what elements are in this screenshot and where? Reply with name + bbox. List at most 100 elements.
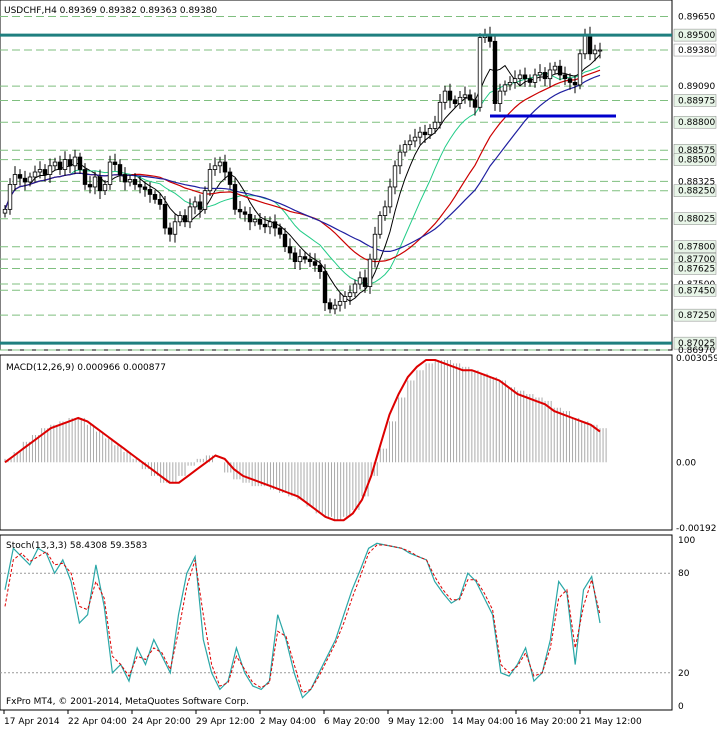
price-label-box — [673, 308, 717, 322]
candle-body — [492, 40, 498, 104]
candle-body — [2, 208, 8, 214]
candle-body — [152, 194, 158, 200]
price-label-box — [673, 153, 717, 166]
x-axis-label: 24 Apr 20:00 — [132, 717, 191, 727]
candle-body — [377, 215, 383, 235]
price-axis-label: 0.87450 — [678, 286, 715, 296]
ma-black-line — [4, 54, 601, 302]
candle-body — [442, 90, 448, 103]
candle-body — [402, 144, 408, 153]
candle-body — [82, 169, 88, 185]
candle-body — [542, 72, 548, 80]
candle-body — [132, 179, 138, 185]
macd-axis-label: -0.001928 — [676, 524, 717, 534]
x-axis-label: 16 May 20:00 — [516, 717, 578, 727]
candle-body — [57, 161, 63, 170]
macd-axis-label: 0.00 — [676, 458, 696, 468]
candle-body — [392, 165, 398, 188]
candle-body — [477, 37, 483, 108]
candle-body — [312, 261, 318, 266]
candle-body — [317, 264, 323, 272]
candle-body — [137, 184, 143, 188]
candle-body — [52, 161, 58, 167]
candle-body — [222, 161, 228, 173]
candle-body — [557, 65, 563, 76]
candle-body — [337, 301, 343, 306]
candle-body — [357, 277, 363, 285]
candle-body — [397, 151, 403, 167]
price-label-box — [673, 184, 717, 197]
candle-body — [382, 206, 388, 216]
candle-body — [27, 176, 33, 183]
candle-body — [502, 84, 508, 92]
candle-body — [227, 171, 233, 185]
candle-body — [87, 184, 93, 188]
stoch-axis-label: 80 — [678, 569, 690, 579]
candle-body — [7, 184, 13, 210]
candle-body — [247, 213, 253, 223]
candle-body — [187, 206, 193, 223]
candle-body — [367, 258, 373, 287]
price-label-box — [673, 115, 717, 129]
candle-body — [32, 171, 38, 178]
x-axis-label: 6 May 20:00 — [324, 717, 380, 727]
candle-body — [242, 211, 248, 215]
candle-body — [537, 72, 543, 76]
price-label-box — [673, 336, 717, 350]
price-axis-label: 0.88250 — [678, 187, 715, 197]
candle-body — [437, 101, 443, 123]
candle-body — [577, 53, 583, 86]
price-label-box — [673, 240, 717, 253]
candle-body — [327, 302, 333, 310]
stoch-axis-label: 100 — [678, 536, 695, 546]
x-axis-label: 21 May 12:00 — [580, 717, 642, 727]
candle-body — [507, 82, 513, 86]
candle-body — [192, 201, 198, 208]
candle-body — [512, 78, 518, 83]
stoch-title: Stoch(13,3,3) 58.4308 59.3583 — [6, 541, 147, 551]
candle-body — [572, 82, 578, 86]
candle-body — [177, 215, 183, 223]
candle-body — [447, 90, 453, 101]
candle-body — [292, 252, 298, 263]
copyright-text: FxPro MT4, © 2001-2014, MetaQuotes Softw… — [6, 697, 249, 707]
candle-body — [237, 208, 243, 213]
candle-body — [107, 161, 113, 185]
candle-body — [122, 174, 128, 183]
price-axis-label: 0.87625 — [678, 264, 715, 274]
candle-body — [517, 74, 523, 80]
candle-body — [262, 223, 268, 228]
candle-body — [212, 165, 218, 170]
price-axis-label: 0.87025 — [678, 339, 715, 349]
candle-body — [62, 159, 68, 170]
candle-body — [297, 256, 303, 263]
macd-axis-label: 0.003059 — [676, 354, 717, 364]
candle-body — [12, 174, 18, 185]
candle-body — [522, 74, 528, 80]
candle-body — [217, 161, 223, 167]
macd-title: MACD(12,26,9) 0.000966 0.000877 — [6, 363, 166, 373]
x-axis-label: 2 May 04:00 — [260, 717, 316, 727]
candle-body — [347, 292, 353, 297]
price-label-box — [673, 212, 717, 225]
candle-body — [352, 283, 358, 294]
candle-body — [182, 215, 188, 223]
candle-body — [407, 140, 413, 146]
price-axis-label: 0.88500 — [678, 156, 715, 166]
price-axis-label: 0.88325 — [678, 177, 715, 187]
candle-body — [167, 227, 173, 235]
price-axis-label: 0.88025 — [678, 215, 715, 225]
candle-body — [417, 131, 423, 138]
price-axis-label: 0.89090 — [678, 82, 715, 92]
candle-body — [497, 90, 503, 104]
candle-body — [17, 174, 23, 179]
price-label-box — [673, 262, 717, 275]
candle-body — [282, 233, 288, 248]
candle-body — [562, 74, 568, 80]
candle-body — [457, 96, 463, 104]
candle-body — [147, 189, 153, 195]
candle-body — [92, 176, 98, 188]
ma-green-line — [4, 65, 601, 285]
candle-body — [162, 203, 168, 229]
candle-body — [37, 169, 43, 173]
